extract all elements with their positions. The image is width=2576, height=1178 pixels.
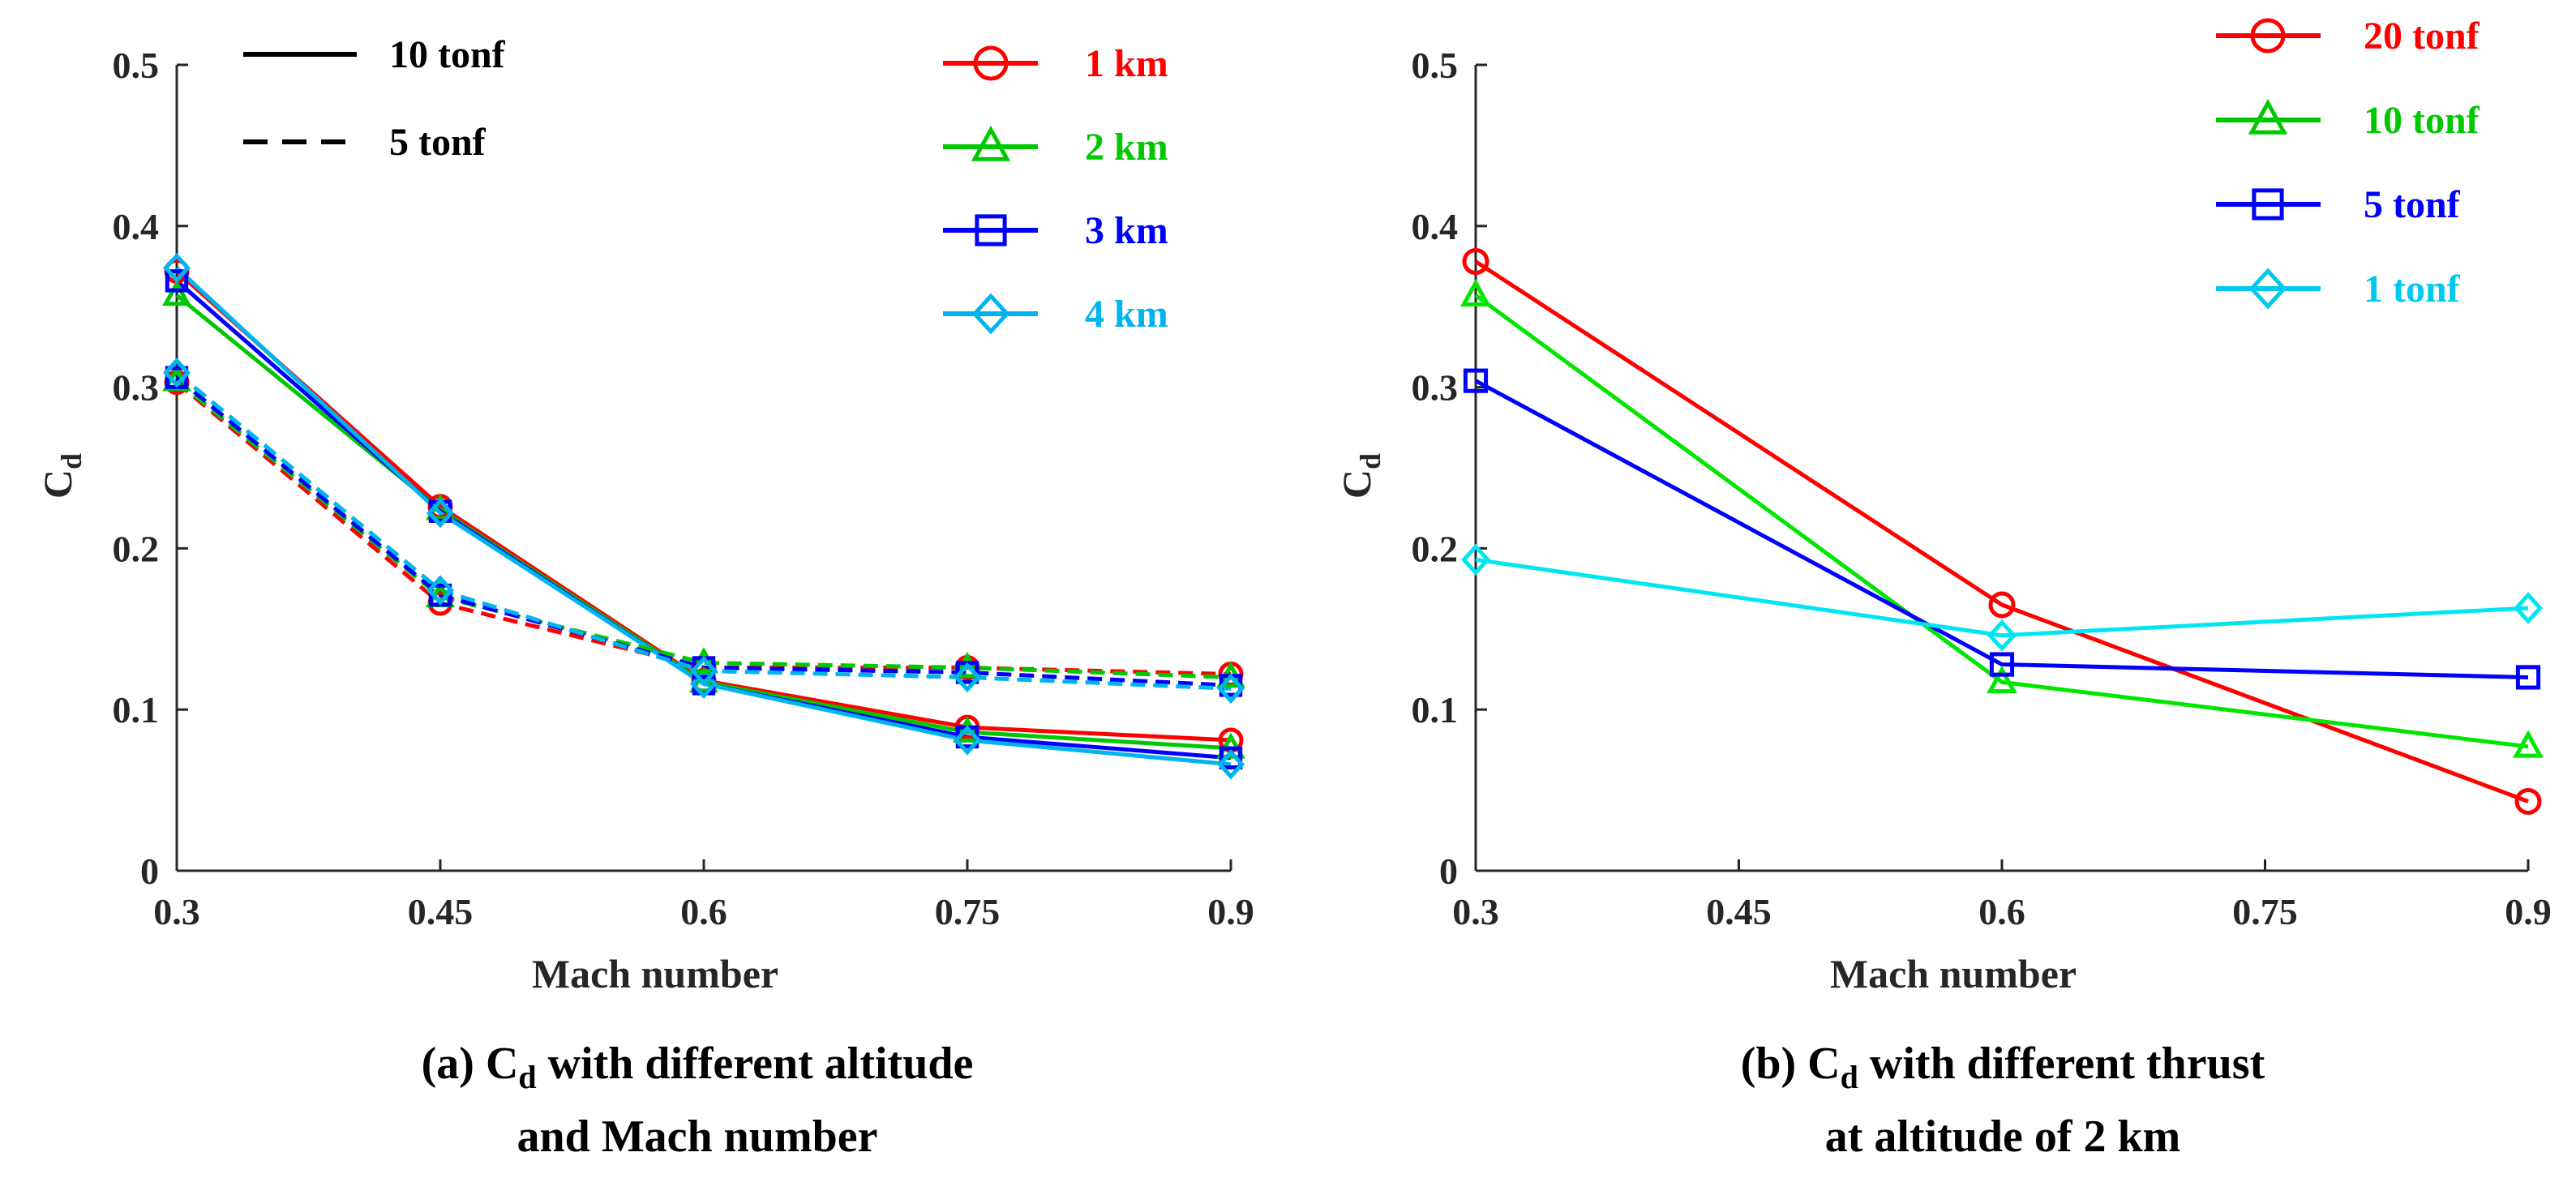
legend-marker-diamond <box>2248 268 2287 310</box>
y-tick-label: 0.1 <box>1412 689 1459 730</box>
data-point-triangle <box>1987 665 2017 694</box>
legend-label: 2 km <box>1085 126 1168 169</box>
y-tick-label: 0.1 <box>113 689 160 730</box>
x-tick-label: 0.6 <box>680 891 727 932</box>
series-line <box>1474 379 2529 679</box>
series-line <box>175 279 1232 760</box>
x-tick-label: 0.75 <box>935 891 1001 932</box>
x-tick-label: 0.45 <box>1706 891 1772 932</box>
x-tick-label: 0.45 <box>408 891 474 932</box>
y-tick-label: 0 <box>1439 850 1458 892</box>
caption-line-2: at altitude of 2 km <box>1825 1112 2181 1162</box>
x-tick-label: 0.3 <box>1452 891 1499 932</box>
y-axis-label: Cd <box>1334 453 1387 499</box>
legend-label: 4 km <box>1085 293 1168 336</box>
data-point-square <box>1463 368 1489 393</box>
legend-marker-triangle <box>2248 98 2288 135</box>
y-tick-label: 0.3 <box>1412 367 1459 409</box>
x-tick-label: 0.6 <box>1978 891 2025 932</box>
data-point-triangle <box>689 647 718 674</box>
data-point-diamond <box>426 575 455 606</box>
data-point-circle <box>1988 591 2016 619</box>
data-point-triangle <box>162 279 191 306</box>
caption-line-1: (b) Cd with different thrust <box>1741 1039 2265 1095</box>
data-point-diamond <box>689 655 718 687</box>
legend-marker-diamond <box>971 293 1010 335</box>
data-point-diamond <box>1216 673 1245 705</box>
data-point-triangle <box>1460 278 1491 306</box>
panel-a: 0 0.1 0.2 0.3 0.4 0.5 0.3 0.45 0.6 0.75 0.9 Mach nu… <box>35 33 1254 1162</box>
data-point-triangle <box>953 716 982 743</box>
x-tick-label: 0.9 <box>2505 891 2552 932</box>
legend-marker-triangle <box>971 125 1011 161</box>
data-point-diamond <box>1987 619 2017 652</box>
x-tick-label: 0.75 <box>2232 891 2298 932</box>
data-point-diamond <box>953 725 982 756</box>
legend-label: 10 tonf <box>2364 99 2480 142</box>
legend-label: 1 km <box>1085 42 1168 85</box>
legend-label: 3 km <box>1085 209 1168 252</box>
y-tick-label: 0.4 <box>1412 206 1459 247</box>
data-point-diamond <box>1216 749 1245 780</box>
data-point-diamond <box>1460 543 1491 576</box>
panel-b: 0 0.1 0.2 0.3 0.4 0.5 0.3 0.45 0.6 0.75 0.9 Mach nu… <box>1334 15 2552 1162</box>
data-point-circle <box>1462 248 1489 276</box>
data-point-triangle <box>2513 730 2544 758</box>
y-tick-label: 0.3 <box>113 367 160 409</box>
caption-line-2: and Mach number <box>517 1112 878 1162</box>
y-tick-label: 0.5 <box>1412 45 1459 86</box>
series-line <box>1474 293 2529 749</box>
data-point-diamond <box>953 662 982 693</box>
data-point-diamond <box>162 252 191 284</box>
x-axis-label: Mach number <box>532 951 778 996</box>
x-axis-label: Mach number <box>1830 951 2077 996</box>
data-point-diamond <box>2513 592 2544 624</box>
series-line <box>1475 557 2529 638</box>
y-tick-label: 0.5 <box>113 45 160 86</box>
x-tick-label: 0.9 <box>1207 891 1254 932</box>
data-point-square <box>165 269 189 293</box>
y-tick-label: 0.4 <box>113 206 160 247</box>
y-axis-label: Cd <box>35 453 88 499</box>
data-point-diamond <box>426 498 455 529</box>
y-tick-label: 0.2 <box>113 528 160 569</box>
legend-marker-circle <box>973 45 1009 81</box>
data-point-square <box>1989 652 2015 677</box>
legend-marker-circle <box>2250 18 2286 54</box>
series-line <box>1474 259 2529 803</box>
legend-marker-square <box>2252 188 2284 221</box>
caption-line-1: (a) Cd with different altitude <box>422 1039 974 1095</box>
data-point-square <box>1219 746 1243 770</box>
data-point-diamond <box>162 358 191 388</box>
legend-label: 20 tonf <box>2364 15 2480 58</box>
legend-label: 1 tonf <box>2364 268 2461 311</box>
style-legend-label: 10 tonf <box>389 33 506 76</box>
y-tick-label: 0.2 <box>1412 528 1459 569</box>
y-tick-label: 0 <box>140 850 159 892</box>
legend-marker-square <box>975 214 1007 246</box>
x-tick-label: 0.3 <box>153 891 200 932</box>
data-point-square <box>2515 665 2541 690</box>
legend-label: 5 tonf <box>2364 183 2461 226</box>
data-point-diamond <box>689 668 718 700</box>
data-point-triangle <box>953 652 982 679</box>
style-legend-label: 5 tonf <box>389 121 486 164</box>
data-point-circle <box>2514 788 2542 816</box>
